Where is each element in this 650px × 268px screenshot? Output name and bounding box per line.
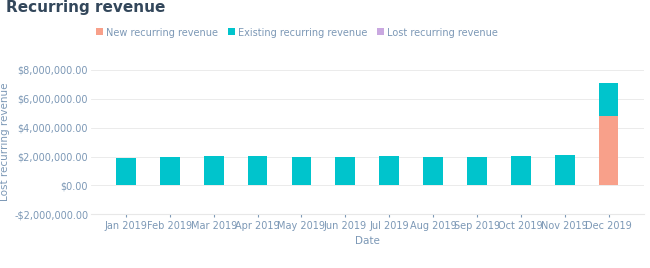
Bar	[467, 157, 487, 185]
Bar	[599, 116, 618, 185]
Bar	[292, 157, 311, 185]
Legend: New recurring revenue, Existing recurring revenue, Lost recurring revenue: New recurring revenue, Existing recurrin…	[96, 28, 498, 38]
X-axis label: Date: Date	[355, 236, 380, 245]
Bar	[160, 157, 179, 185]
Bar	[511, 156, 530, 185]
Bar	[380, 156, 399, 185]
Y-axis label: Lost recurring revenue: Lost recurring revenue	[0, 83, 10, 201]
Bar	[335, 157, 355, 185]
Text: Recurring revenue: Recurring revenue	[6, 0, 166, 15]
Bar	[423, 157, 443, 185]
Bar	[248, 156, 267, 185]
Bar	[204, 156, 224, 185]
Bar	[116, 158, 136, 185]
Bar	[555, 155, 575, 185]
Bar	[599, 83, 618, 116]
